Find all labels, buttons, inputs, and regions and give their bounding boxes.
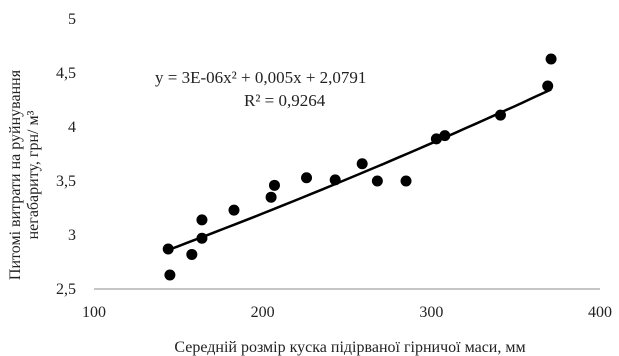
data-point: [196, 214, 208, 226]
y-tick-label: 5: [68, 11, 76, 28]
data-point: [545, 53, 557, 65]
trendline-equation: y = 3E-06x² + 0,005x + 2,0791: [155, 68, 366, 87]
data-point: [430, 133, 442, 145]
x-axis-title: Середній розмір куска підірваної гірничо…: [174, 339, 525, 356]
data-point: [164, 269, 176, 281]
data-point: [196, 232, 208, 244]
y-tick-label: 3: [68, 227, 76, 244]
x-tick-label: 100: [82, 304, 106, 321]
data-point: [228, 204, 240, 216]
data-point: [265, 191, 277, 203]
x-tick-label: 300: [419, 304, 443, 321]
y-tick-label: 3,5: [56, 173, 76, 190]
data-point: [162, 243, 174, 255]
data-point: [494, 109, 506, 121]
data-point: [356, 158, 368, 170]
x-tick-label: 400: [588, 304, 612, 321]
y-axis-title-line2: негабариту, грн/ м³: [25, 110, 42, 239]
y-tick-label: 4,5: [56, 65, 76, 82]
y-axis-title-line1: Питомі витрати на руйнування: [7, 69, 24, 280]
data-points: [162, 53, 557, 281]
data-point: [329, 174, 341, 186]
data-point: [301, 172, 313, 184]
data-point: [542, 80, 554, 92]
y-tick-label: 2,5: [56, 281, 76, 298]
y-axis-title: Питомі витрати на руйнування негабариту,…: [7, 69, 42, 280]
x-axis-ticks: 100 200 300 400: [82, 304, 612, 321]
data-point: [186, 248, 198, 260]
y-axis-ticks: 2,5 3 3,5 4 4,5 5: [56, 11, 76, 298]
data-point: [400, 175, 412, 187]
trendline: [167, 88, 552, 252]
r-squared-label: R² = 0,9264: [244, 91, 326, 110]
data-point: [439, 130, 451, 142]
data-point: [371, 175, 383, 187]
x-tick-label: 200: [251, 304, 275, 321]
data-point: [268, 179, 280, 191]
y-tick-label: 4: [68, 119, 76, 136]
